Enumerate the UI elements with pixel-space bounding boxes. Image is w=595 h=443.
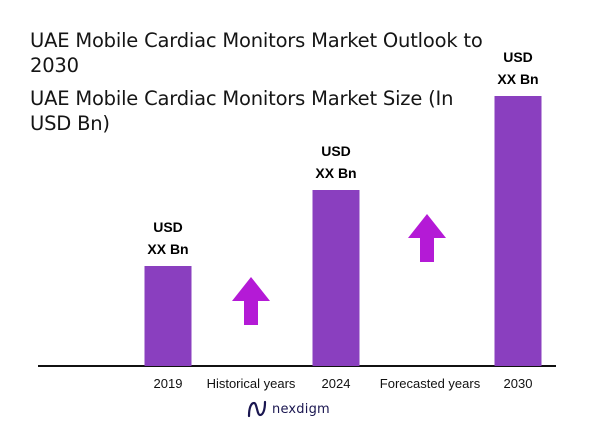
bar-value-label-2024: USD <box>321 143 351 159</box>
x-tick-label: Forecasted years <box>380 376 481 391</box>
bar-value-label-2024: XX Bn <box>315 165 356 181</box>
bar-value-label-2019: XX Bn <box>147 241 188 257</box>
nexdigm-logo: nexdigm <box>246 399 330 419</box>
growth-arrow-icon <box>232 277 270 325</box>
bar-value-label-2019: USD <box>153 219 183 235</box>
x-tick-label: 2019 <box>154 376 183 391</box>
chart-title: UAE Mobile Cardiac Monitors Market Outlo… <box>30 29 483 77</box>
chart-subtitle: UAE Mobile Cardiac Monitors Market Size … <box>30 87 454 135</box>
bar-2019 <box>144 266 192 366</box>
nexdigm-logo-icon <box>247 400 267 418</box>
bar-2024 <box>312 190 360 366</box>
x-tick-label: 2030 <box>504 376 533 391</box>
bar-value-label-2030: USD <box>503 49 533 65</box>
bar-2030 <box>494 96 542 366</box>
logo-text: nexdigm <box>272 401 330 417</box>
x-tick-label: Historical years <box>207 376 296 391</box>
bar-value-label-2030: XX Bn <box>497 71 538 87</box>
growth-arrow-icon <box>408 214 446 262</box>
x-tick-label: 2024 <box>322 376 351 391</box>
